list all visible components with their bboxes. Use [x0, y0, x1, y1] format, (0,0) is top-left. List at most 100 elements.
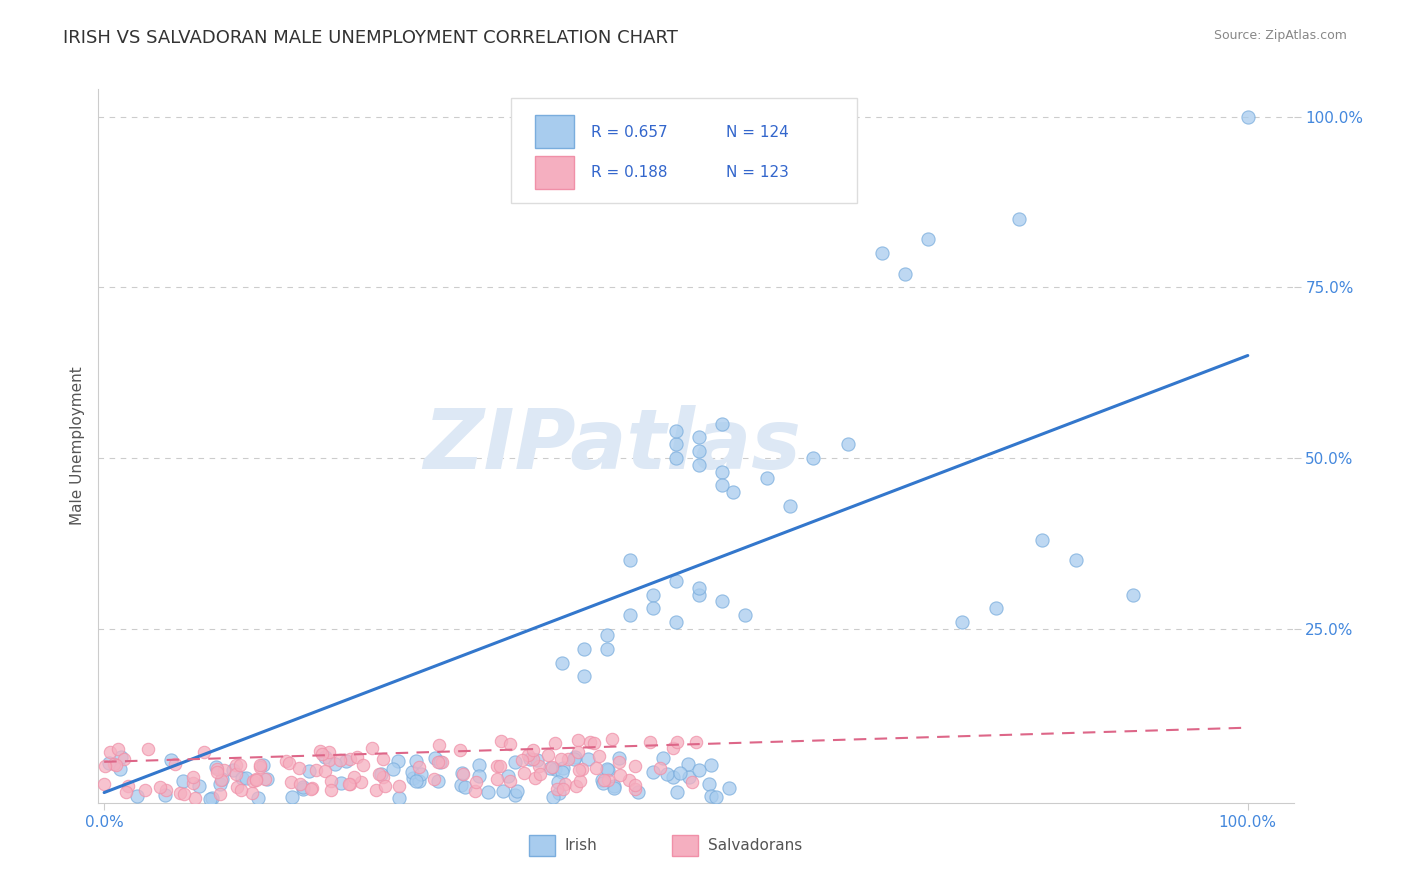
Point [596, 642, 619, 657]
Point [557, 752, 579, 766]
Point [181, 770, 204, 784]
Point [538, 760, 561, 774]
Point [688, 458, 710, 472]
Point [208, 787, 231, 801]
Point [596, 764, 619, 778]
Point [173, 787, 195, 801]
Bar [534, 155, 574, 189]
Point [467, 758, 489, 772]
Point [678, 770, 700, 784]
Point [280, 775, 302, 789]
Point [551, 765, 574, 780]
Point [169, 786, 191, 800]
Point [609, 768, 631, 782]
Point [339, 777, 361, 791]
Point [225, 758, 247, 772]
Point [134, 783, 156, 797]
Point [524, 771, 547, 785]
Point [837, 437, 859, 451]
Point [477, 785, 499, 799]
Point [571, 762, 593, 776]
Point [588, 748, 610, 763]
Point [212, 764, 235, 778]
Point [346, 750, 368, 764]
Point [449, 742, 471, 756]
Text: IRISH VS SALVADORAN MALE UNEMPLOYMENT CORRELATION CHART: IRISH VS SALVADORAN MALE UNEMPLOYMENT CO… [63, 29, 678, 46]
Y-axis label: Male Unemployment: Male Unemployment [69, 367, 84, 525]
Point [553, 761, 575, 775]
Point [516, 748, 538, 763]
Point [657, 767, 679, 781]
Point [688, 763, 710, 777]
Point [387, 791, 409, 805]
Point [256, 772, 278, 786]
Point [311, 747, 333, 762]
Point [198, 791, 221, 805]
Point [676, 757, 699, 772]
Point [665, 424, 688, 438]
Point [506, 783, 529, 797]
Text: Salvadorans: Salvadorans [709, 838, 803, 853]
Point [231, 771, 253, 785]
Point [541, 760, 564, 774]
Text: ZIPatlas: ZIPatlas [423, 406, 801, 486]
Point [537, 747, 560, 762]
Point [229, 757, 252, 772]
Point [427, 774, 450, 789]
Point [402, 771, 425, 785]
Point [1031, 533, 1053, 547]
Point [235, 771, 257, 785]
Point [596, 628, 619, 642]
Point [245, 773, 267, 788]
Point [661, 770, 683, 784]
Point [527, 758, 550, 772]
Point [299, 782, 322, 797]
Point [93, 759, 115, 773]
Point [665, 450, 688, 465]
Point [329, 753, 352, 767]
Point [245, 772, 267, 786]
Point [93, 777, 115, 791]
Point [408, 760, 430, 774]
Point [704, 789, 727, 804]
Point [382, 762, 405, 776]
Point [624, 781, 647, 796]
Point [652, 751, 675, 765]
Point [205, 765, 228, 780]
Point [301, 780, 323, 795]
Point [464, 784, 486, 798]
Point [211, 772, 233, 787]
Point [602, 780, 624, 794]
Point [405, 755, 427, 769]
Point [423, 772, 446, 786]
Point [579, 735, 602, 749]
Text: N = 124: N = 124 [725, 125, 789, 139]
Point [568, 774, 591, 789]
Point [700, 789, 723, 803]
Point [429, 755, 451, 769]
Point [491, 734, 513, 748]
Point [607, 750, 630, 764]
Point [710, 594, 733, 608]
Text: Irish: Irish [565, 838, 598, 853]
Point [950, 615, 973, 629]
Point [503, 788, 526, 802]
Point [870, 246, 893, 260]
Point [430, 755, 453, 769]
Point [619, 607, 641, 622]
Point [641, 764, 664, 779]
Point [591, 772, 613, 787]
Point [688, 581, 710, 595]
Point [543, 790, 565, 805]
Point [512, 753, 534, 767]
Point [335, 754, 357, 768]
Point [352, 758, 374, 772]
Point [519, 752, 541, 766]
Point [697, 777, 720, 791]
Point [624, 778, 647, 792]
Point [454, 780, 477, 794]
Point [181, 775, 204, 789]
Point [277, 756, 299, 771]
FancyBboxPatch shape [510, 98, 858, 203]
Point [247, 791, 270, 805]
